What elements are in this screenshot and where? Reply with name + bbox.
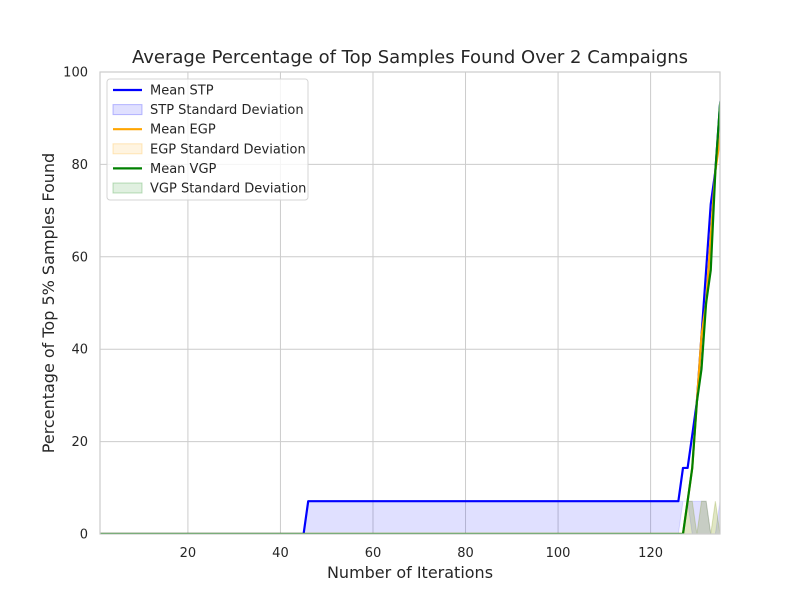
x-tick-label-3: 80 [457, 546, 474, 561]
vgp-mean-line [100, 96, 720, 534]
legend: Mean STP STP Standard Deviation Mean EGP EG… [106, 78, 309, 201]
x-tick-label-1: 40 [272, 546, 289, 561]
egp-deviation-band [100, 500, 720, 534]
y-axis-label: Percentage of Top 5% Samples Found [39, 153, 58, 453]
stp-deviation-band [100, 500, 720, 534]
legend-label-3: EGP Standard Deviation [150, 142, 306, 157]
y-tick-label-1: 20 [71, 435, 88, 450]
y-tick-label-5: 100 [63, 66, 88, 81]
legend-label-4: Mean VGP [150, 162, 217, 177]
x-tick-label-0: 20 [180, 546, 197, 561]
vgp-deviation-band [100, 500, 720, 534]
legend-label-5: VGP Standard Deviation [150, 182, 306, 197]
legend-box [106, 78, 309, 201]
y-tick-label-4: 80 [71, 158, 88, 173]
chart-title: Average Percentage of Top Samples Found … [132, 47, 688, 68]
legend-label-2: Mean EGP [150, 123, 216, 138]
y-tick-label-0: 0 [80, 528, 88, 543]
x-tick-label-4: 100 [546, 546, 571, 561]
legend-band-swatch-5 [112, 182, 143, 194]
mean-lines [100, 96, 720, 534]
x-tick-label-5: 120 [638, 546, 663, 561]
x-axis-label: Number of Iterations [327, 563, 493, 582]
legend-label-0: Mean STP [150, 84, 214, 99]
y-tick-label-2: 40 [71, 343, 88, 358]
y-tick-label-3: 60 [71, 250, 88, 265]
plot-frame [99, 71, 721, 535]
x-tick-label-2: 60 [365, 546, 382, 561]
legend-label-1: STP Standard Deviation [150, 103, 304, 118]
legend-band-swatch-1 [112, 104, 143, 116]
deviation-bands [100, 500, 720, 534]
legend-band-swatch-3 [112, 143, 143, 155]
tick-labels: 20 40 60 80 100 120 0 20 40 60 80 100 [63, 66, 663, 562]
